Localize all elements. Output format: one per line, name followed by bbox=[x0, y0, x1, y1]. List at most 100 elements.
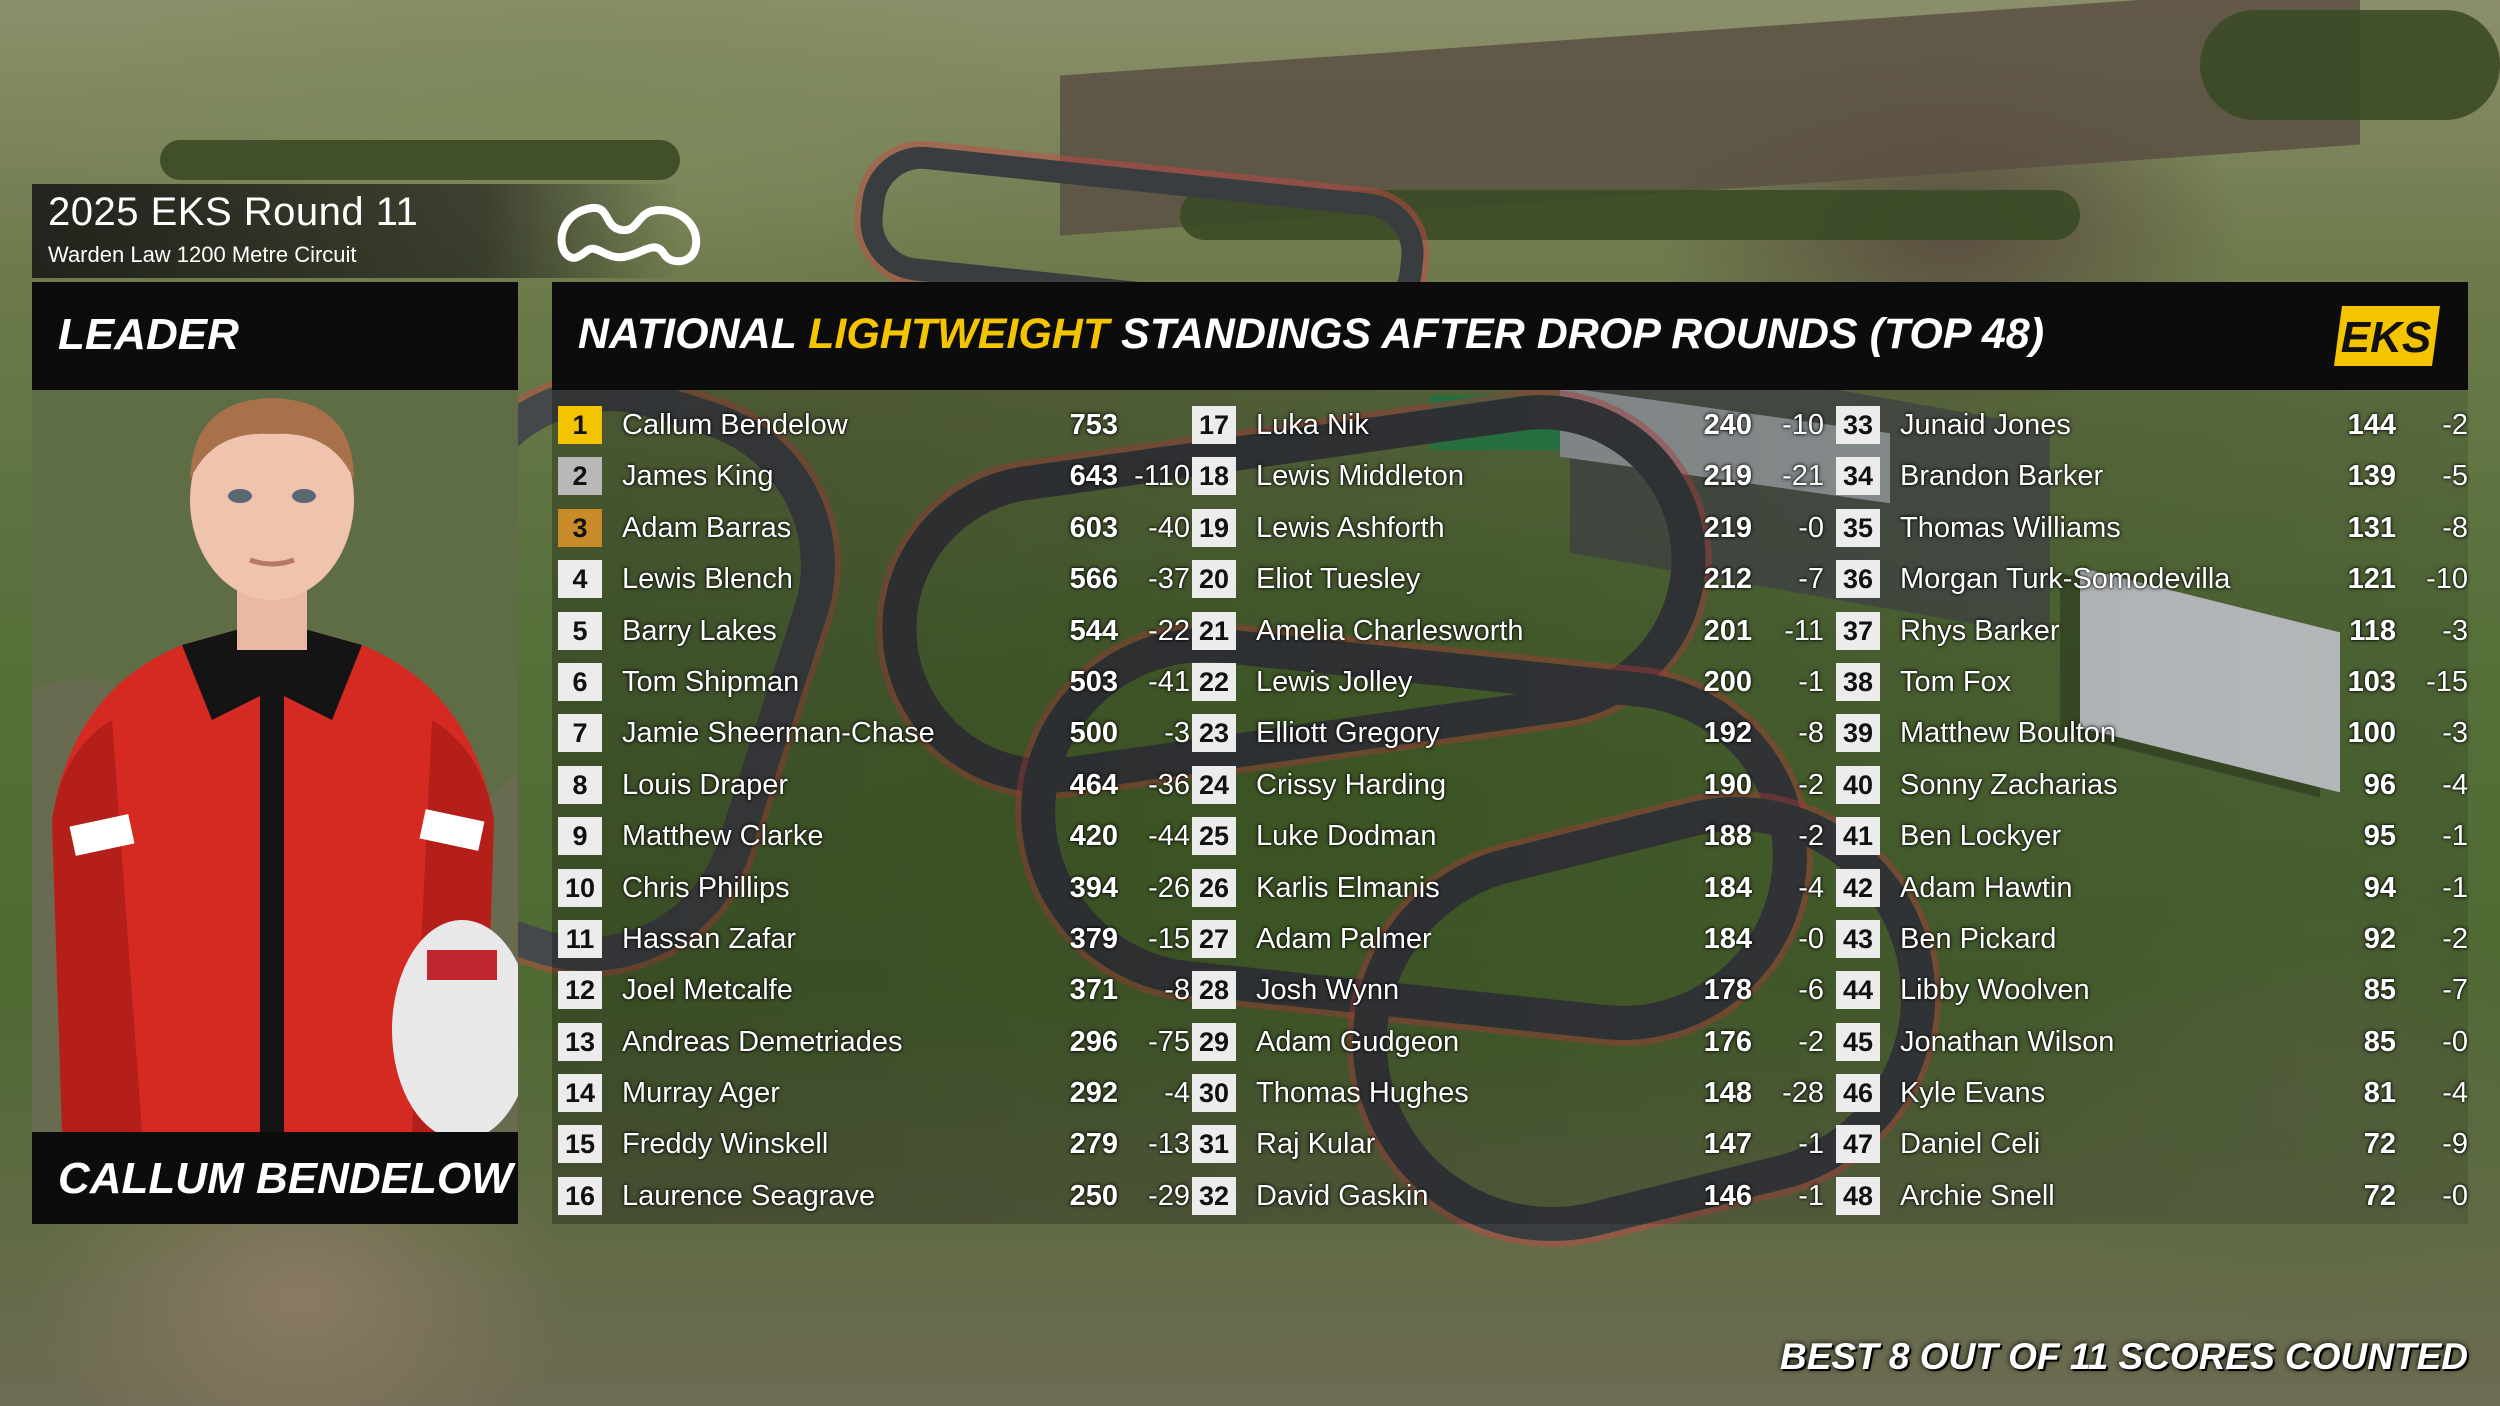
table-row: 19 Lewis Ashforth 219 -0 bbox=[1186, 503, 1826, 554]
table-row: 14 Murray Ager 292 -4 bbox=[552, 1068, 1192, 1119]
table-row: 27 Adam Palmer 184 -0 bbox=[1186, 914, 1826, 965]
position-badge: 29 bbox=[1192, 1022, 1236, 1061]
position-badge: 40 bbox=[1836, 765, 1880, 804]
position-badge: 26 bbox=[1192, 868, 1236, 907]
position-badge: 2 bbox=[558, 457, 602, 496]
driver-points: 95 bbox=[2363, 820, 2396, 853]
table-row: 47 Daniel Celi 72 -9 bbox=[1830, 1119, 2470, 1170]
driver-points: 753 bbox=[1069, 409, 1118, 441]
driver-name: Karlis Elmanis bbox=[1256, 871, 1440, 904]
position-badge: 36 bbox=[1836, 560, 1880, 599]
position-badge: 32 bbox=[1192, 1176, 1236, 1215]
table-row: 21 Amelia Charlesworth 201 -11 bbox=[1186, 606, 1826, 657]
position-badge: 27 bbox=[1192, 919, 1236, 958]
round-title: 2025 EKS Round 11 bbox=[48, 190, 419, 234]
dropped-points: -13 bbox=[1148, 1128, 1190, 1161]
dropped-points: -1 bbox=[1798, 665, 1824, 698]
table-row: 4 Lewis Blench 566 -37 bbox=[552, 554, 1192, 605]
driver-name: Sonny Zacharias bbox=[1900, 768, 2118, 801]
dropped-points: -4 bbox=[1164, 1077, 1190, 1110]
table-row: 37 Rhys Barker 118 -3 bbox=[1830, 606, 2470, 657]
table-row: 6 Tom Shipman 503 -41 bbox=[552, 657, 1192, 708]
dropped-points: -4 bbox=[2442, 768, 2468, 801]
driver-points: 279 bbox=[1069, 1128, 1118, 1161]
position-badge: 38 bbox=[1836, 662, 1880, 701]
position-badge: 1 bbox=[558, 406, 602, 444]
dropped-points: -22 bbox=[1148, 614, 1190, 647]
table-row: 28 Josh Wynn 178 -6 bbox=[1186, 965, 1826, 1016]
leader-name: CALLUM BENDELOW bbox=[58, 1154, 513, 1203]
position-badge: 6 bbox=[558, 662, 602, 701]
driver-name: Elliott Gregory bbox=[1256, 717, 1440, 750]
dropped-points: -28 bbox=[1782, 1077, 1824, 1110]
position-badge: 41 bbox=[1836, 817, 1880, 856]
driver-name: Hassan Zafar bbox=[622, 922, 797, 955]
tree-line bbox=[2200, 10, 2500, 120]
table-row: 3 Adam Barras 603 -40 bbox=[552, 503, 1192, 554]
position-badge: 47 bbox=[1836, 1125, 1880, 1164]
driver-points: 118 bbox=[2349, 614, 2396, 647]
dropped-points: -3 bbox=[2442, 614, 2468, 647]
driver-points: 85 bbox=[2363, 974, 2396, 1007]
dropped-points: -0 bbox=[1798, 511, 1824, 544]
driver-points: 184 bbox=[1703, 871, 1752, 904]
dropped-points: -4 bbox=[1798, 871, 1824, 904]
driver-name: Rhys Barker bbox=[1900, 614, 2060, 647]
position-badge: 31 bbox=[1192, 1125, 1236, 1164]
driver-points: 188 bbox=[1703, 820, 1752, 853]
leader-header: LEADER bbox=[32, 282, 518, 390]
title-prefix: NATIONAL bbox=[578, 310, 809, 358]
position-badge: 46 bbox=[1836, 1074, 1880, 1113]
position-badge: 37 bbox=[1836, 611, 1880, 650]
dropped-points: -2 bbox=[2442, 922, 2468, 955]
driver-name: Jamie Sheerman-Chase bbox=[622, 717, 935, 750]
dropped-points: -0 bbox=[2442, 1025, 2468, 1058]
driver-name: Chris Phillips bbox=[622, 871, 790, 904]
driver-points: 219 bbox=[1703, 460, 1752, 493]
driver-points: 201 bbox=[1703, 614, 1752, 647]
driver-name: Adam Hawtin bbox=[1900, 871, 2073, 904]
dropped-points: -0 bbox=[1798, 922, 1824, 955]
driver-points: 85 bbox=[2363, 1025, 2396, 1058]
dropped-points: -26 bbox=[1148, 871, 1190, 904]
driver-name: Tom Fox bbox=[1900, 665, 2012, 698]
position-badge: 42 bbox=[1836, 868, 1880, 907]
table-row: 25 Luke Dodman 188 -2 bbox=[1186, 811, 1826, 862]
position-badge: 48 bbox=[1836, 1176, 1880, 1215]
driver-points: 566 bbox=[1069, 563, 1118, 596]
driver-name: Louis Draper bbox=[622, 768, 789, 801]
table-row: 36 Morgan Turk-Somodevilla 121 -10 bbox=[1830, 554, 2470, 605]
table-row: 32 David Gaskin 146 -1 bbox=[1186, 1171, 1826, 1222]
position-badge: 35 bbox=[1836, 508, 1880, 547]
circuit-name: Warden Law 1200 Metre Circuit bbox=[48, 242, 357, 267]
driver-points: 544 bbox=[1069, 614, 1118, 647]
driver-name: Amelia Charlesworth bbox=[1256, 614, 1524, 647]
driver-name: Ben Lockyer bbox=[1900, 820, 2062, 853]
table-row: 38 Tom Fox 103 -15 bbox=[1830, 657, 2470, 708]
dropped-points: -3 bbox=[2442, 717, 2468, 750]
table-row: 23 Elliott Gregory 192 -8 bbox=[1186, 708, 1826, 759]
table-row: 33 Junaid Jones 144 -2 bbox=[1830, 400, 2470, 451]
driver-points: 292 bbox=[1069, 1077, 1118, 1110]
driver-name: Luke Dodman bbox=[1256, 820, 1437, 853]
driver-name: Brandon Barker bbox=[1900, 460, 2104, 493]
position-badge: 24 bbox=[1192, 765, 1236, 804]
dropped-points: -9 bbox=[2442, 1128, 2468, 1161]
table-row: 31 Raj Kular 147 -1 bbox=[1186, 1119, 1826, 1170]
dropped-points: -75 bbox=[1148, 1025, 1190, 1058]
position-badge: 15 bbox=[558, 1125, 602, 1164]
driver-points: 178 bbox=[1703, 974, 1752, 1007]
dropped-points: -110 bbox=[1134, 460, 1190, 493]
leader-photo bbox=[32, 390, 518, 1132]
table-row: 39 Matthew Boulton 100 -3 bbox=[1830, 708, 2470, 759]
driver-name: Josh Wynn bbox=[1256, 974, 1400, 1007]
table-row: 44 Libby Woolven 85 -7 bbox=[1830, 965, 2470, 1016]
driver-name: Thomas Williams bbox=[1900, 511, 2121, 544]
position-badge: 44 bbox=[1836, 971, 1880, 1010]
driver-name: Archie Snell bbox=[1900, 1179, 2055, 1212]
table-row: 40 Sonny Zacharias 96 -4 bbox=[1830, 760, 2470, 811]
driver-points: 500 bbox=[1069, 717, 1118, 750]
driver-points: 219 bbox=[1703, 511, 1752, 544]
driver-points: 139 bbox=[2347, 460, 2396, 493]
leader-name-bar: CALLUM BENDELOW bbox=[32, 1132, 518, 1224]
